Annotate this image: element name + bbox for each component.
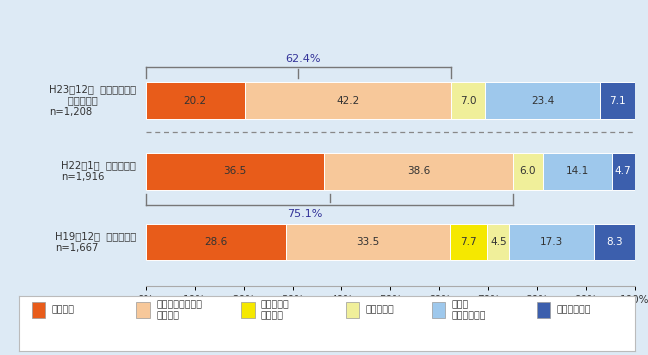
Bar — [325, 153, 513, 190]
Text: 42.2: 42.2 — [336, 95, 360, 105]
Bar — [594, 224, 634, 260]
Bar — [451, 82, 485, 119]
FancyBboxPatch shape — [32, 302, 45, 318]
Text: 6.0: 6.0 — [520, 166, 536, 176]
Bar — [509, 224, 594, 260]
FancyBboxPatch shape — [346, 302, 359, 318]
Text: 62.4%: 62.4% — [286, 54, 321, 64]
Text: 4.5: 4.5 — [490, 237, 507, 247]
Text: わからない: わからない — [365, 306, 394, 315]
Bar — [146, 153, 325, 190]
Text: 17.3: 17.3 — [540, 237, 563, 247]
Text: 28.6: 28.6 — [204, 237, 227, 247]
FancyBboxPatch shape — [136, 302, 150, 318]
Text: 33.5: 33.5 — [356, 237, 379, 247]
Bar — [450, 224, 487, 260]
Text: H23年12月  科学技術政策
      研究所調査
n=1,208: H23年12月 科学技術政策 研究所調査 n=1,208 — [49, 84, 136, 117]
Text: 7.1: 7.1 — [609, 95, 625, 105]
Text: 8.3: 8.3 — [606, 237, 623, 247]
Text: あまり
そう思わない: あまり そう思わない — [452, 300, 486, 320]
FancyBboxPatch shape — [537, 302, 550, 318]
Text: 23.4: 23.4 — [531, 95, 554, 105]
Bar — [146, 82, 245, 119]
Bar — [286, 224, 450, 260]
Text: H19年12月  内閣府調査
n=1,667: H19年12月 内閣府調査 n=1,667 — [55, 231, 136, 253]
Bar — [513, 153, 542, 190]
Bar — [542, 153, 612, 190]
Bar — [146, 224, 286, 260]
Text: 14.1: 14.1 — [566, 166, 588, 176]
Text: そう思わない: そう思わない — [556, 306, 591, 315]
Bar — [487, 224, 509, 260]
Text: 36.5: 36.5 — [224, 166, 247, 176]
Text: そう思う: そう思う — [51, 306, 75, 315]
Bar — [612, 153, 634, 190]
Text: どちらかというと
そう思う: どちらかというと そう思う — [156, 300, 202, 320]
Text: 20.2: 20.2 — [183, 95, 207, 105]
FancyBboxPatch shape — [241, 302, 255, 318]
Bar — [245, 82, 451, 119]
Text: 7.0: 7.0 — [460, 95, 476, 105]
Bar — [600, 82, 634, 119]
Bar — [485, 82, 600, 119]
Text: どちらとも
いえない: どちらとも いえない — [260, 300, 290, 320]
Text: 4.7: 4.7 — [615, 166, 631, 176]
Text: 75.1%: 75.1% — [287, 209, 323, 219]
Text: H22年1月  内閣府調査
n=1,916: H22年1月 内閣府調査 n=1,916 — [61, 160, 136, 182]
Text: 38.6: 38.6 — [407, 166, 430, 176]
FancyBboxPatch shape — [432, 302, 445, 318]
Text: 7.7: 7.7 — [460, 237, 477, 247]
